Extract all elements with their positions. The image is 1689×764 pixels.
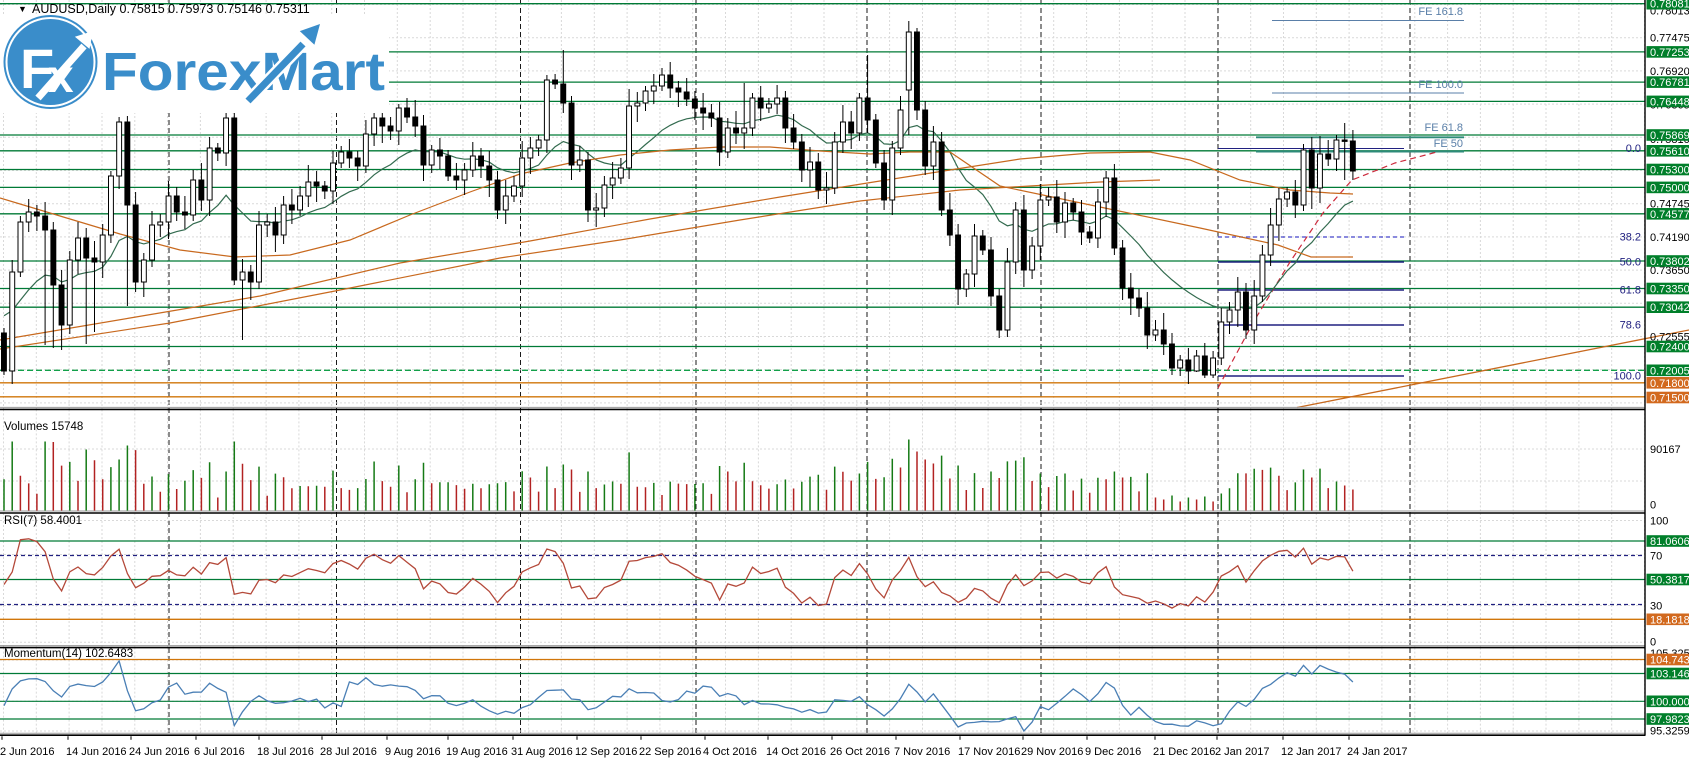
svg-text:6 Jul 2016: 6 Jul 2016 — [194, 746, 245, 758]
svg-text:24 Jan 2017: 24 Jan 2017 — [1347, 746, 1408, 758]
svg-text:0.75000: 0.75000 — [1650, 182, 1689, 194]
svg-text:97.9823: 97.9823 — [1650, 714, 1689, 726]
svg-text:95.3259: 95.3259 — [1650, 726, 1689, 738]
svg-text:7 Nov 2016: 7 Nov 2016 — [894, 746, 950, 758]
svg-text:0.71800: 0.71800 — [1650, 378, 1689, 390]
svg-text:31 Aug 2016: 31 Aug 2016 — [511, 746, 573, 758]
svg-text:FE 50: FE 50 — [1434, 138, 1463, 150]
svg-text:0.74745: 0.74745 — [1650, 199, 1689, 211]
svg-text:30: 30 — [1650, 601, 1662, 613]
svg-text:Momentum(14) 102.6483: Momentum(14) 102.6483 — [4, 648, 133, 660]
svg-text:18 Jul 2016: 18 Jul 2016 — [257, 746, 314, 758]
svg-text:90167: 90167 — [1650, 444, 1681, 456]
svg-text:0.73650: 0.73650 — [1650, 265, 1689, 277]
svg-text:0.77253: 0.77253 — [1650, 47, 1689, 59]
svg-text:0.78081: 0.78081 — [1650, 0, 1689, 11]
svg-text:12 Jan 2017: 12 Jan 2017 — [1281, 746, 1342, 758]
svg-text:0.74190: 0.74190 — [1650, 232, 1689, 244]
svg-text:4 Oct 2016: 4 Oct 2016 — [703, 746, 757, 758]
svg-text:9 Aug 2016: 9 Aug 2016 — [385, 746, 441, 758]
svg-text:FE 161.8: FE 161.8 — [1418, 6, 1463, 18]
svg-text:0.72400: 0.72400 — [1650, 342, 1689, 354]
svg-text:2 Jun 2016: 2 Jun 2016 — [0, 746, 54, 758]
svg-text:0.75610: 0.75610 — [1650, 146, 1689, 158]
svg-text:70: 70 — [1650, 551, 1662, 563]
svg-text:▼: ▼ — [18, 4, 27, 14]
svg-text:ForexMart: ForexMart — [102, 42, 385, 102]
svg-text:22 Sep 2016: 22 Sep 2016 — [639, 746, 701, 758]
svg-text:18.1818: 18.1818 — [1650, 614, 1689, 626]
svg-text:19 Aug 2016: 19 Aug 2016 — [446, 746, 508, 758]
svg-text:0.76781: 0.76781 — [1650, 77, 1689, 89]
svg-text:9 Dec 2016: 9 Dec 2016 — [1085, 746, 1141, 758]
svg-text:RSI(7) 58.4001: RSI(7) 58.4001 — [4, 515, 82, 527]
svg-text:0: 0 — [1650, 500, 1656, 512]
svg-text:61.8: 61.8 — [1620, 285, 1641, 297]
svg-text:100.0: 100.0 — [1613, 371, 1641, 383]
svg-text:104.7430: 104.7430 — [1650, 655, 1689, 667]
svg-text:0.77475: 0.77475 — [1650, 33, 1689, 45]
svg-text:0.74577: 0.74577 — [1650, 209, 1689, 221]
svg-text:14 Jun 2016: 14 Jun 2016 — [66, 746, 127, 758]
svg-text:0.73042: 0.73042 — [1650, 302, 1689, 314]
svg-text:0.73802: 0.73802 — [1650, 256, 1689, 268]
svg-text:17 Nov 2016: 17 Nov 2016 — [958, 746, 1020, 758]
svg-text:AUDUSD,Daily 0.75815 0.75973: AUDUSD,Daily 0.75815 0.75973 0.75146 0.7… — [32, 2, 310, 16]
svg-text:0.76920: 0.76920 — [1650, 66, 1689, 78]
svg-text:0.76448: 0.76448 — [1650, 96, 1689, 108]
svg-text:28 Jul 2016: 28 Jul 2016 — [320, 746, 377, 758]
svg-text:21 Dec 2016: 21 Dec 2016 — [1153, 746, 1215, 758]
svg-text:0.0: 0.0 — [1626, 143, 1641, 155]
svg-text:29 Nov 2016: 29 Nov 2016 — [1021, 746, 1083, 758]
svg-text:50.3817: 50.3817 — [1650, 575, 1689, 587]
svg-text:14 Oct 2016: 14 Oct 2016 — [766, 746, 826, 758]
svg-text:0.75300: 0.75300 — [1650, 165, 1689, 177]
svg-text:26 Oct 2016: 26 Oct 2016 — [830, 746, 890, 758]
svg-text:38.2: 38.2 — [1620, 232, 1641, 244]
svg-text:0.73350: 0.73350 — [1650, 284, 1689, 296]
svg-text:81.0606: 81.0606 — [1650, 536, 1689, 548]
svg-text:FE 61.8: FE 61.8 — [1424, 122, 1463, 134]
svg-text:FE 100.0: FE 100.0 — [1418, 79, 1463, 91]
svg-text:0.72005: 0.72005 — [1650, 365, 1689, 377]
svg-text:Volumes 15748: Volumes 15748 — [4, 421, 83, 433]
svg-text:12 Sep 2016: 12 Sep 2016 — [575, 746, 637, 758]
svg-text:2 Jan 2017: 2 Jan 2017 — [1215, 746, 1269, 758]
svg-text:50.0: 50.0 — [1620, 257, 1641, 269]
svg-text:100: 100 — [1650, 516, 1668, 528]
svg-text:0.72555: 0.72555 — [1650, 332, 1689, 344]
svg-text:0.71500: 0.71500 — [1650, 393, 1689, 405]
svg-text:0.75869: 0.75869 — [1650, 130, 1689, 142]
svg-text:24 Jun 2016: 24 Jun 2016 — [129, 746, 190, 758]
svg-text:78.6: 78.6 — [1620, 320, 1641, 332]
svg-text:0: 0 — [1650, 637, 1656, 649]
